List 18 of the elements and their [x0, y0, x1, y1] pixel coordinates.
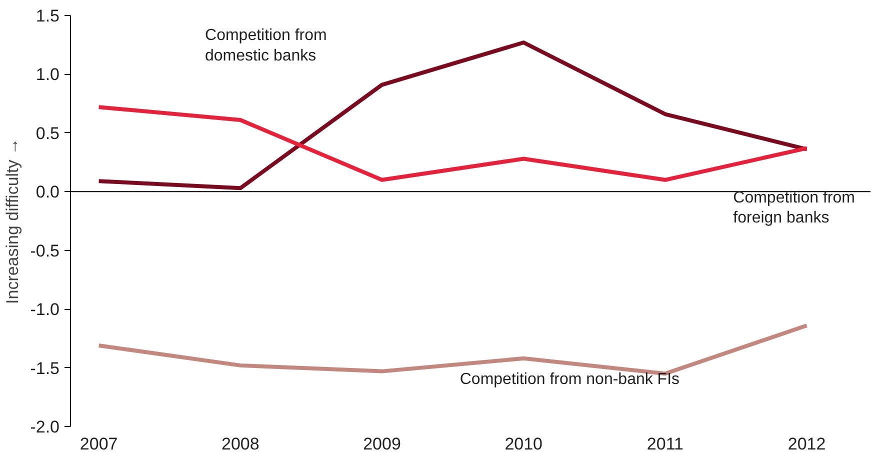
x-tick-label: 2007: [80, 434, 118, 452]
annotation: Competition from domestic banks: [205, 27, 327, 65]
y-tick-label: 0.0: [36, 182, 60, 202]
annotation: Competition from foreign banks: [733, 189, 855, 227]
x-tick-label: 2012: [788, 434, 826, 452]
x-tick-label: 2008: [222, 434, 260, 452]
y-tick-label: -1.5: [30, 358, 60, 378]
y-tick-label: -1.0: [30, 300, 60, 320]
y-tick-label: 0.5: [36, 124, 60, 143]
y-tick-label: 1.5: [36, 6, 60, 26]
y-tick-label: -2.0: [30, 418, 60, 436]
x-tick-label: 2011: [646, 434, 684, 452]
y-tick-label: 1.0: [36, 65, 60, 84]
y-axis-title: Increasing difficulty →: [3, 138, 22, 304]
x-tick-label: 2009: [363, 434, 401, 452]
annotation: Competition from non-bank FIs: [460, 371, 680, 388]
y-tick-label: -0.5: [30, 241, 60, 260]
x-tick-label: 2010: [504, 434, 543, 452]
